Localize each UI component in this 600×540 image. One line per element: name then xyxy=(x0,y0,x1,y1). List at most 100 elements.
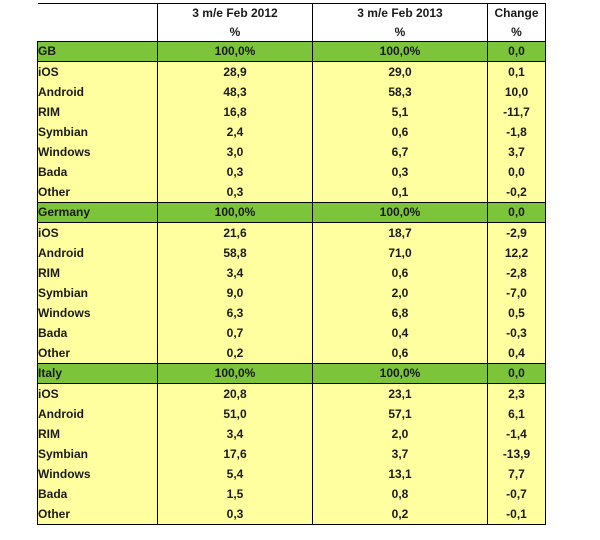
table-row: Bada 0,3 0,3 0,0 xyxy=(37,162,546,182)
platform-label: Windows xyxy=(37,142,158,162)
table-row: Other 0,2 0,6 0,4 xyxy=(37,343,546,364)
table-row: iOS 21,6 18,7 -2,9 xyxy=(37,222,546,243)
table-row: Bada 0,7 0,4 -0,3 xyxy=(37,323,546,343)
value-2012: 0,3 xyxy=(157,504,313,525)
value-change: 0,1 xyxy=(487,61,546,82)
platform-label: iOS xyxy=(37,222,158,243)
platform-label: iOS xyxy=(37,383,158,404)
platform-label: RIM xyxy=(37,424,158,444)
header-unit-2013: % xyxy=(312,23,488,42)
header-period-2012: 3 m/e Feb 2012 xyxy=(157,3,313,23)
value-2012: 0,3 xyxy=(157,162,313,182)
section-total-row: GB 100,0% 100,0% 0,0 xyxy=(37,41,546,62)
value-2013: 29,0 xyxy=(312,61,488,82)
value-2012: 3,4 xyxy=(157,263,313,283)
value-2013: 13,1 xyxy=(312,464,488,484)
value-2013: 0,6 xyxy=(312,263,488,283)
value-change: -1,4 xyxy=(487,424,546,444)
value-2013: 0,1 xyxy=(312,182,488,203)
platform-label: Android xyxy=(37,243,158,263)
value-change: -13,9 xyxy=(487,444,546,464)
table-row: RIM 3,4 0,6 -2,8 xyxy=(37,263,546,283)
value-2012: 9,0 xyxy=(157,283,313,303)
total-change: 0,0 xyxy=(487,363,546,384)
market-share-table: 3 m/e Feb 2012 3 m/e Feb 2013 Change % %… xyxy=(37,3,546,525)
value-change: 2,3 xyxy=(487,383,546,404)
total-2013: 100,0% xyxy=(312,41,488,62)
value-change: -2,9 xyxy=(487,222,546,243)
table-row: Windows 6,3 6,8 0,5 xyxy=(37,303,546,323)
table-row: Symbian 9,0 2,0 -7,0 xyxy=(37,283,546,303)
section-germany: Germany 100,0% 100,0% 0,0 iOS 21,6 18,7 … xyxy=(37,202,546,364)
total-2013: 100,0% xyxy=(312,363,488,384)
total-2012: 100,0% xyxy=(157,41,313,62)
value-2013: 57,1 xyxy=(312,404,488,424)
table-row: RIM 3,4 2,0 -1,4 xyxy=(37,424,546,444)
value-2012: 3,4 xyxy=(157,424,313,444)
table-row: Other 0,3 0,2 -0,1 xyxy=(37,504,546,525)
platform-label: RIM xyxy=(37,102,158,122)
platform-label: Symbian xyxy=(37,122,158,142)
value-2013: 0,6 xyxy=(312,343,488,364)
platform-label: Bada xyxy=(37,484,158,504)
table-row: Android 58,8 71,0 12,2 xyxy=(37,243,546,263)
value-2012: 58,8 xyxy=(157,243,313,263)
platform-label: Android xyxy=(37,82,158,102)
table-row: Other 0,3 0,1 -0,2 xyxy=(37,182,546,203)
value-change: 0,4 xyxy=(487,343,546,364)
total-2012: 100,0% xyxy=(157,363,313,384)
value-2012: 0,3 xyxy=(157,182,313,203)
platform-label: Other xyxy=(37,343,158,364)
table-row: iOS 28,9 29,0 0,1 xyxy=(37,61,546,82)
value-change: -0,7 xyxy=(487,484,546,504)
value-2013: 2,0 xyxy=(312,283,488,303)
header-unit-change: % xyxy=(487,23,546,42)
value-2013: 58,3 xyxy=(312,82,488,102)
section-name: Italy xyxy=(37,363,158,384)
value-change: 3,7 xyxy=(487,142,546,162)
value-change: 0,5 xyxy=(487,303,546,323)
table-row: Windows 5,4 13,1 7,7 xyxy=(37,464,546,484)
platform-label: Symbian xyxy=(37,283,158,303)
table-row: Symbian 2,4 0,6 -1,8 xyxy=(37,122,546,142)
value-2012: 51,0 xyxy=(157,404,313,424)
value-change: 6,1 xyxy=(487,404,546,424)
value-2012: 0,7 xyxy=(157,323,313,343)
value-change: -0,1 xyxy=(487,504,546,525)
value-2012: 5,4 xyxy=(157,464,313,484)
value-2013: 71,0 xyxy=(312,243,488,263)
header-change: Change xyxy=(487,3,546,23)
header-blank-cell xyxy=(37,23,158,42)
value-change: -2,8 xyxy=(487,263,546,283)
value-2013: 5,1 xyxy=(312,102,488,122)
value-2013: 0,6 xyxy=(312,122,488,142)
section-total-row: Italy 100,0% 100,0% 0,0 xyxy=(37,363,546,384)
platform-label: Symbian xyxy=(37,444,158,464)
platform-label: iOS xyxy=(37,61,158,82)
total-2012: 100,0% xyxy=(157,202,313,223)
table-row: Symbian 17,6 3,7 -13,9 xyxy=(37,444,546,464)
value-2013: 23,1 xyxy=(312,383,488,404)
value-2012: 16,8 xyxy=(157,102,313,122)
value-2012: 1,5 xyxy=(157,484,313,504)
value-2013: 6,8 xyxy=(312,303,488,323)
value-2012: 0,2 xyxy=(157,343,313,364)
platform-label: Windows xyxy=(37,303,158,323)
section-name: GB xyxy=(37,41,158,62)
value-2013: 0,4 xyxy=(312,323,488,343)
value-change: -7,0 xyxy=(487,283,546,303)
value-2013: 18,7 xyxy=(312,222,488,243)
header-unit-2012: % xyxy=(157,23,313,42)
value-change: 7,7 xyxy=(487,464,546,484)
value-2013: 0,8 xyxy=(312,484,488,504)
table-row: iOS 20,8 23,1 2,3 xyxy=(37,383,546,404)
table-row: Windows 3,0 6,7 3,7 xyxy=(37,142,546,162)
value-change: 0,0 xyxy=(487,162,546,182)
total-change: 0,0 xyxy=(487,41,546,62)
section-italy: Italy 100,0% 100,0% 0,0 iOS 20,8 23,1 2,… xyxy=(37,363,546,525)
value-2013: 0,3 xyxy=(312,162,488,182)
value-change: -0,3 xyxy=(487,323,546,343)
value-change: -0,2 xyxy=(487,182,546,203)
value-2013: 2,0 xyxy=(312,424,488,444)
value-change: -1,8 xyxy=(487,122,546,142)
